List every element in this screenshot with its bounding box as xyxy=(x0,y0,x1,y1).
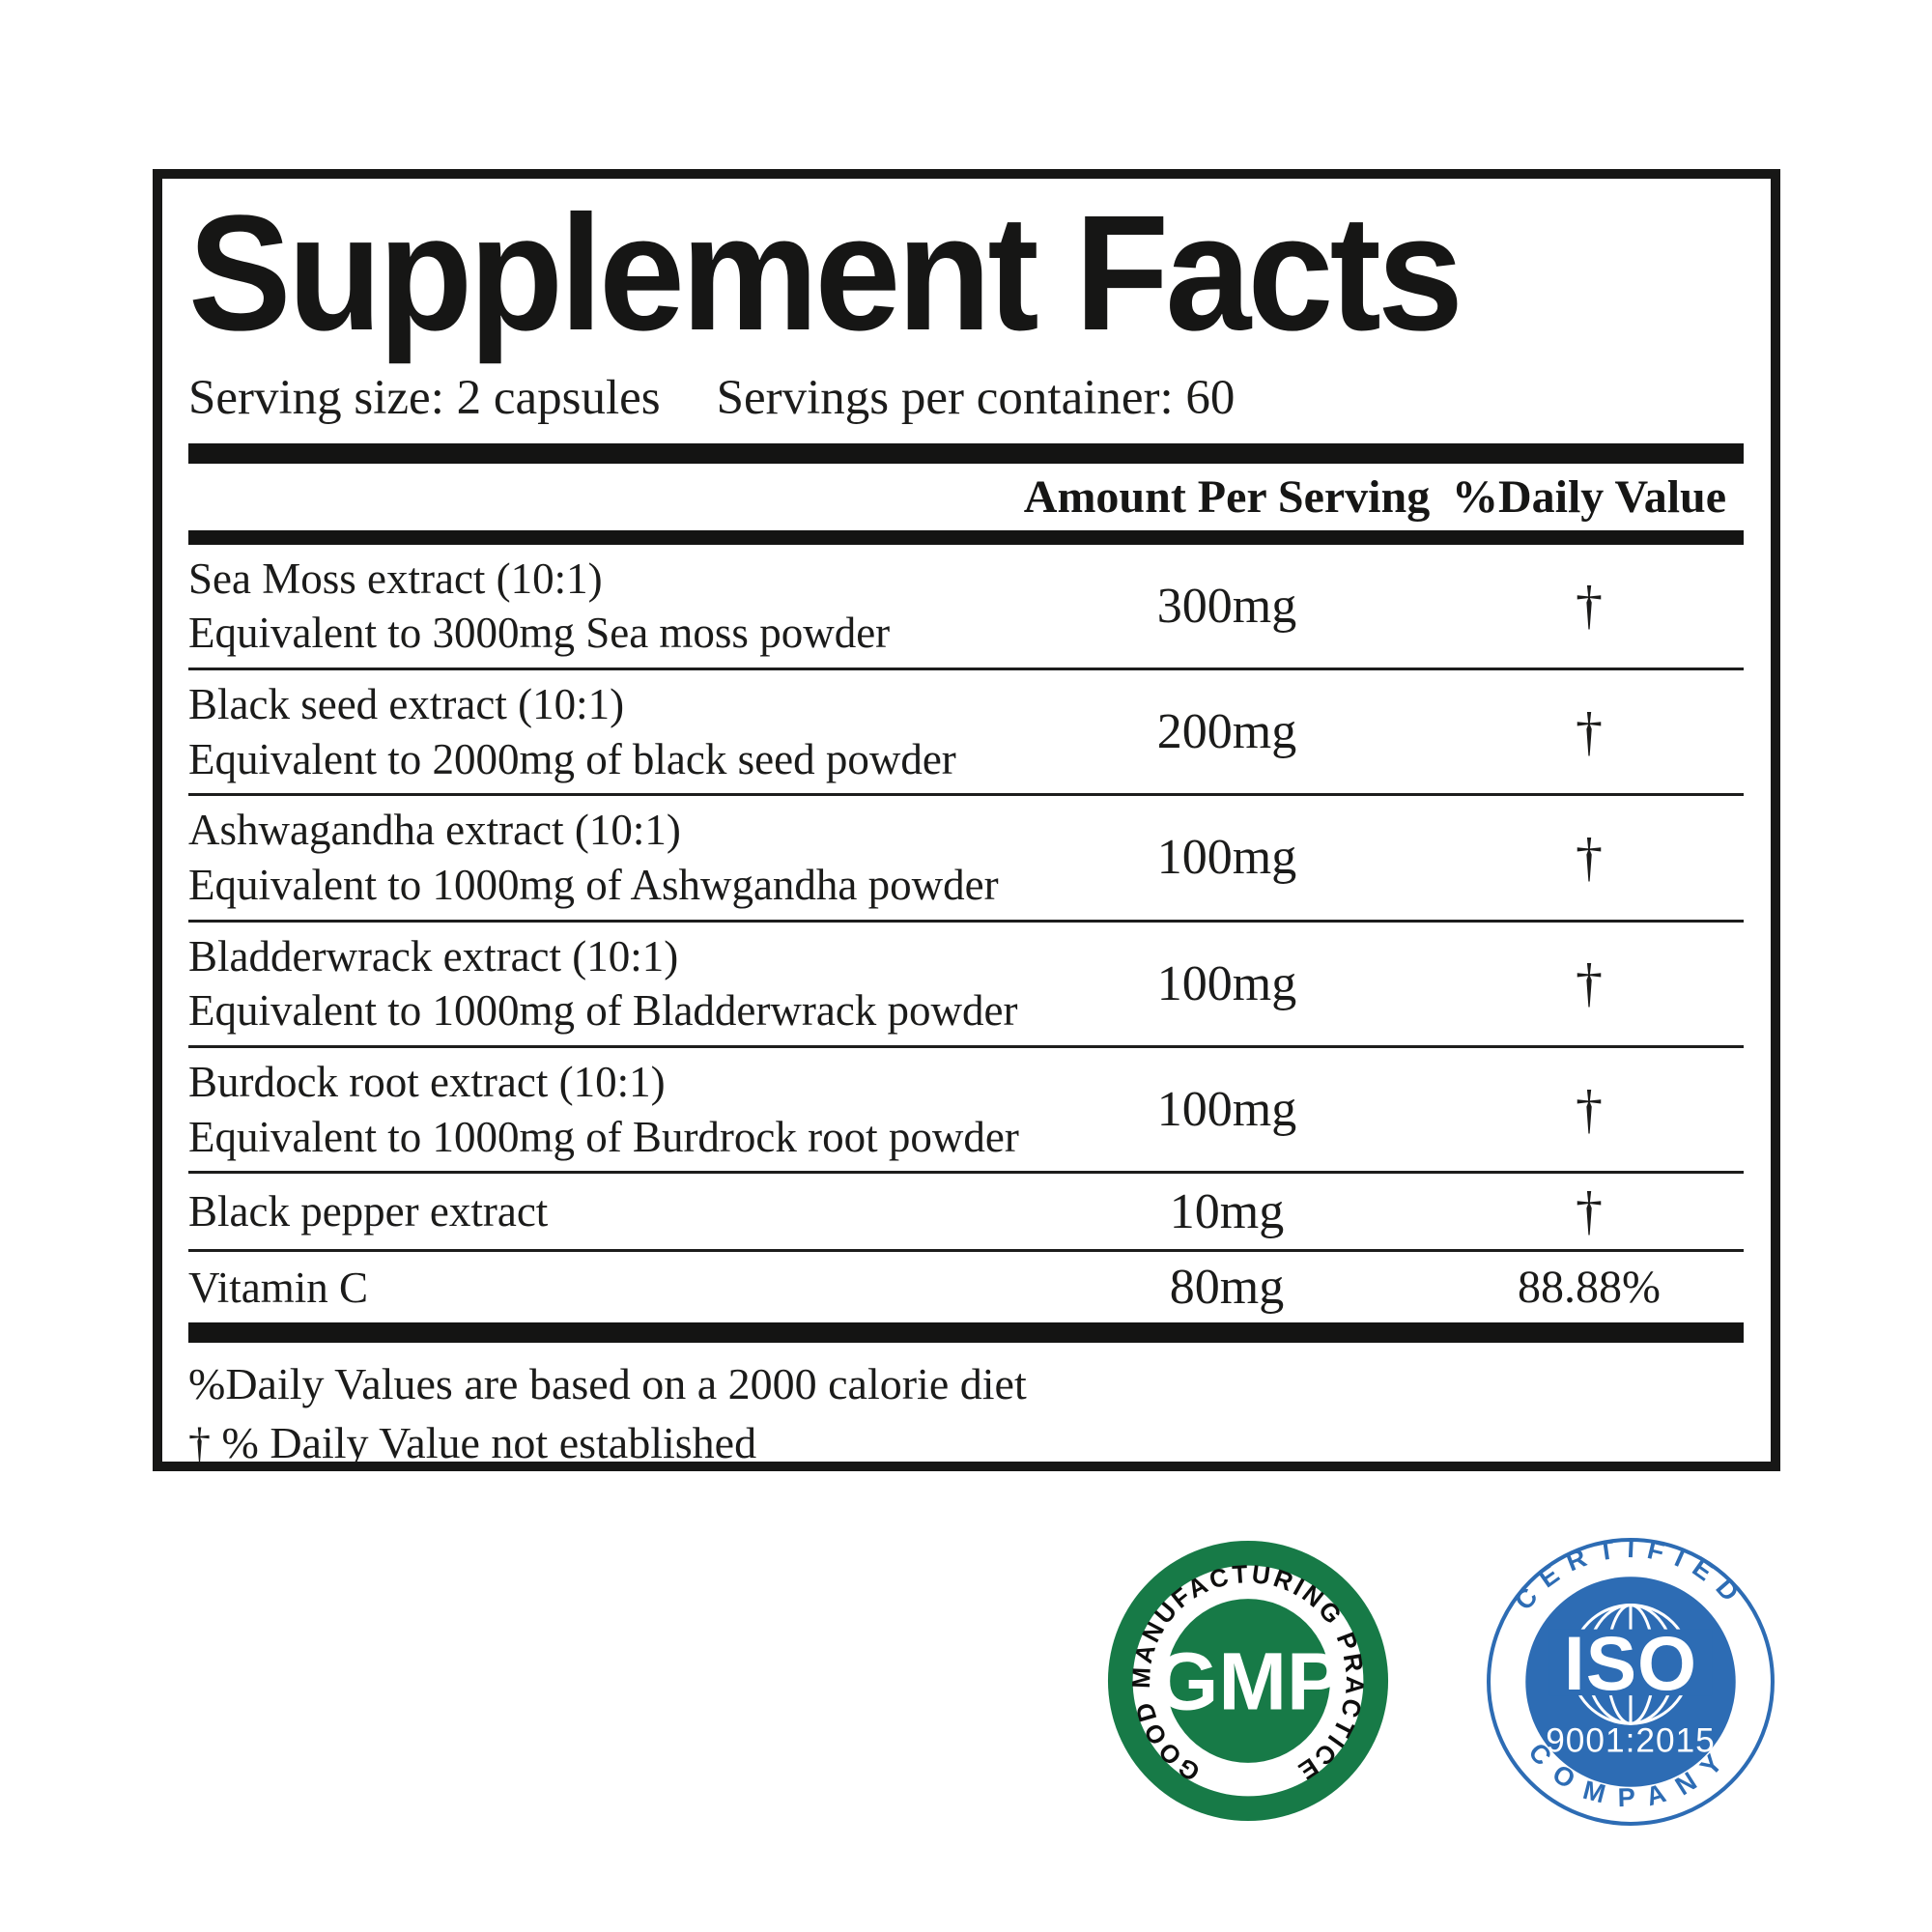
footnote-dagger: † % Daily Value not established xyxy=(188,1418,757,1467)
header-underline-bar xyxy=(188,529,1744,545)
ingredient-name: Vitamin C xyxy=(188,1263,369,1312)
daily-value-cell: † xyxy=(1576,1181,1603,1242)
daily-value-cell: † xyxy=(1576,1079,1603,1140)
ingredient-name: Bladderwrack extract (10:1) xyxy=(188,931,679,980)
ingredient-cell: Black pepper extract xyxy=(188,1184,1019,1239)
amount-cell: 80mg xyxy=(1169,1260,1285,1316)
ingredient-detail: Equivalent to 1000mg of Ashwgandha powde… xyxy=(188,860,999,909)
table-row: Sea Moss extract (10:1) Equivalent to 30… xyxy=(188,545,1744,670)
ingredient-detail: Equivalent to 1000mg of Burdrock root po… xyxy=(188,1112,1019,1161)
separator-bar-bottom xyxy=(188,1322,1744,1344)
daily-value-cell: † xyxy=(1576,953,1603,1014)
amount-cell: 100mg xyxy=(1156,955,1297,1011)
table-row: Bladderwrack extract (10:1) Equivalent t… xyxy=(188,923,1744,1049)
ingredient-detail: Equivalent to 2000mg of black seed powde… xyxy=(188,734,956,783)
daily-value-cell: † xyxy=(1576,701,1603,762)
amount-cell: 200mg xyxy=(1156,704,1297,760)
ingredient-name: Black pepper extract xyxy=(188,1187,549,1236)
iso-badge: ISO 9001:2015 CERTIFIED COMPANY xyxy=(1485,1536,1776,1828)
gmp-badge: GOOD MANUFACTURING PRACTICE GMP xyxy=(1105,1538,1391,1824)
table-header-row: Amount Per Serving %Daily Value xyxy=(188,464,1744,529)
footnote-daily-values: %Daily Values are based on a 2000 calori… xyxy=(188,1359,1027,1409)
ingredient-cell: Black seed extract (10:1) Equivalent to … xyxy=(188,677,1019,786)
table-row: Ashwagandha extract (10:1) Equivalent to… xyxy=(188,796,1744,923)
daily-value-cell: † xyxy=(1576,827,1603,888)
ingredient-name: Sea Moss extract (10:1) xyxy=(188,554,603,603)
ingredient-cell: Ashwagandha extract (10:1) Equivalent to… xyxy=(188,803,1019,912)
ingredient-name: Ashwagandha extract (10:1) xyxy=(188,806,681,855)
table-row: Black seed extract (10:1) Equivalent to … xyxy=(188,670,1744,797)
iso-text-band xyxy=(1548,1629,1713,1696)
daily-value-cell: † xyxy=(1576,576,1603,637)
ingredient-cell: Bladderwrack extract (10:1) Equivalent t… xyxy=(188,929,1019,1038)
iso-badge-icon: ISO 9001:2015 CERTIFIED COMPANY xyxy=(1487,1536,1775,1826)
amount-cell: 300mg xyxy=(1156,578,1297,634)
panel-title: Supplement Facts xyxy=(188,182,1463,365)
iso-center-text: ISO xyxy=(1564,1621,1697,1706)
ingredient-table: Sea Moss extract (10:1) Equivalent to 30… xyxy=(188,545,1744,1323)
supplement-facts-panel: Supplement Facts Serving size: 2 capsule… xyxy=(153,169,1780,1471)
ingredient-cell: Vitamin C xyxy=(188,1261,1019,1316)
separator-bar-top xyxy=(188,443,1744,465)
amount-cell: 100mg xyxy=(1156,1082,1297,1138)
daily-value-cell: 88.88% xyxy=(1518,1262,1661,1314)
iso-standard-text: 9001:2015 xyxy=(1546,1721,1716,1759)
header-daily-value: %Daily Value xyxy=(1451,471,1727,524)
servings-per-container: Servings per container: 60 xyxy=(716,370,1236,425)
ingredient-cell: Sea Moss extract (10:1) Equivalent to 30… xyxy=(188,552,1019,661)
serving-info: Serving size: 2 capsules Servings per co… xyxy=(188,370,1744,427)
amount-cell: 10mg xyxy=(1169,1183,1285,1239)
table-row: Vitamin C 80mg 88.88% xyxy=(188,1252,1744,1322)
serving-size: Serving size: 2 capsules xyxy=(188,370,661,425)
ingredient-cell: Burdock root extract (10:1) Equivalent t… xyxy=(188,1055,1019,1164)
ingredient-detail: Equivalent to 3000mg Sea moss powder xyxy=(188,609,891,658)
ingredient-name: Burdock root extract (10:1) xyxy=(188,1058,666,1107)
table-row: Black pepper extract 10mg † xyxy=(188,1174,1744,1253)
ingredient-name: Black seed extract (10:1) xyxy=(188,679,625,728)
ingredient-detail: Equivalent to 1000mg of Bladderwrack pow… xyxy=(188,986,1018,1036)
gmp-badge-icon: GOOD MANUFACTURING PRACTICE GMP xyxy=(1107,1540,1389,1822)
header-amount-per-serving: Amount Per Serving xyxy=(1023,471,1431,524)
amount-cell: 100mg xyxy=(1156,830,1297,886)
gmp-inner-disc xyxy=(1166,1599,1330,1763)
gmp-center-text: GMP xyxy=(1154,1635,1341,1727)
table-row: Burdock root extract (10:1) Equivalent t… xyxy=(188,1048,1744,1175)
